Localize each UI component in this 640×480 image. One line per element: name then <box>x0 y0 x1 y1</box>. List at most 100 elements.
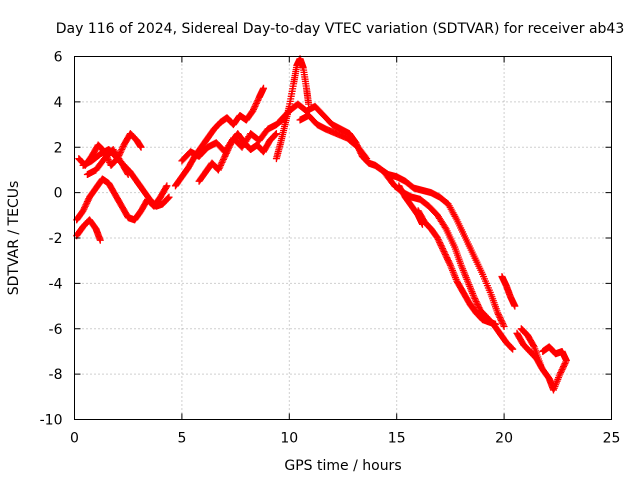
data-point <box>494 309 502 317</box>
data-point <box>362 153 370 161</box>
y-tick-label: -8 <box>49 367 63 383</box>
data-point <box>218 158 226 166</box>
data-point <box>96 236 104 244</box>
data-point <box>497 315 505 323</box>
data-point <box>499 321 507 329</box>
data-point <box>118 146 126 154</box>
x-tick-label: 10 <box>280 431 298 447</box>
data-point <box>219 155 227 163</box>
data-point <box>118 144 126 152</box>
y-tick-label: -4 <box>49 276 63 292</box>
data-point <box>508 344 516 352</box>
data-point <box>260 84 268 92</box>
data-point <box>124 170 132 178</box>
x-tick-label: 25 <box>603 431 621 447</box>
data-point <box>470 293 478 301</box>
data-point <box>117 147 125 155</box>
x-tick-label: 5 <box>177 431 186 447</box>
data-point <box>495 312 503 320</box>
data-point <box>537 361 545 369</box>
data-point <box>251 102 259 110</box>
data-point <box>473 299 481 307</box>
data-point <box>164 195 172 203</box>
data-point <box>105 157 113 165</box>
data-point <box>443 254 451 262</box>
data-point <box>446 260 454 268</box>
data-point <box>497 316 505 324</box>
data-point <box>162 183 170 191</box>
data-point <box>494 310 502 318</box>
data-point <box>498 318 506 326</box>
y-tick-label: -2 <box>49 231 63 247</box>
data-point <box>272 130 280 138</box>
y-axis-label: SDTVAR / TECUs <box>6 181 22 296</box>
data-point <box>444 257 452 265</box>
data-point <box>558 366 566 374</box>
data-point <box>557 367 565 375</box>
data-point <box>436 239 444 247</box>
data-point <box>252 101 260 109</box>
data-point <box>437 242 445 250</box>
data-point <box>253 98 261 106</box>
data-point <box>472 298 480 306</box>
data-point <box>224 145 232 153</box>
data-point <box>81 202 89 210</box>
x-tick-label: 0 <box>70 431 79 447</box>
data-point <box>249 107 257 115</box>
x-tick-label: 20 <box>495 431 513 447</box>
data-point <box>137 143 145 151</box>
y-tick-label: -10 <box>40 413 63 429</box>
data-point <box>434 236 442 244</box>
data-point <box>440 248 448 256</box>
data-point <box>163 182 171 190</box>
data-point <box>250 105 257 113</box>
y-tick-label: 0 <box>54 186 63 202</box>
x-tick-label: 15 <box>388 431 406 447</box>
data-point <box>471 295 479 302</box>
data-point <box>81 204 89 212</box>
data-point <box>441 249 449 257</box>
data-point <box>499 319 507 327</box>
data-point <box>254 96 262 104</box>
data-point <box>222 151 230 159</box>
data-point <box>222 149 230 157</box>
data-point <box>215 164 223 172</box>
ticks: 0 5 10 15 20 25 -10 -8 -6 -4 -2 0 2 4 6 <box>40 50 621 447</box>
data-point <box>556 370 564 378</box>
data-point <box>224 146 232 154</box>
data-point <box>220 154 228 162</box>
data-point <box>557 369 565 377</box>
data-point <box>500 322 508 330</box>
data-point <box>509 345 517 353</box>
data-point <box>474 301 482 309</box>
data-point <box>272 130 280 138</box>
data-point <box>441 223 449 231</box>
data-point <box>82 201 90 209</box>
data-point <box>439 246 447 254</box>
data-point <box>79 207 87 215</box>
data-point <box>539 347 547 355</box>
data-point <box>271 131 279 139</box>
data-point <box>83 198 91 206</box>
data-point <box>165 193 173 201</box>
data-point <box>442 252 450 260</box>
data-point <box>164 194 172 202</box>
y-tick-label: 4 <box>54 95 63 111</box>
data-point <box>80 205 88 213</box>
data-point <box>560 361 568 369</box>
data-point <box>123 169 131 177</box>
y-tick-label: 6 <box>54 50 63 66</box>
data-point <box>511 302 519 310</box>
data-point <box>363 155 371 163</box>
data-point <box>225 143 233 151</box>
data-point <box>445 258 453 266</box>
data-points <box>73 55 570 394</box>
data-point <box>439 245 447 253</box>
data-point <box>444 255 452 263</box>
data-point <box>250 104 258 112</box>
x-axis-label: GPS time / hours <box>284 458 401 474</box>
data-point <box>219 157 227 165</box>
data-point <box>84 196 92 204</box>
data-point <box>559 364 567 372</box>
